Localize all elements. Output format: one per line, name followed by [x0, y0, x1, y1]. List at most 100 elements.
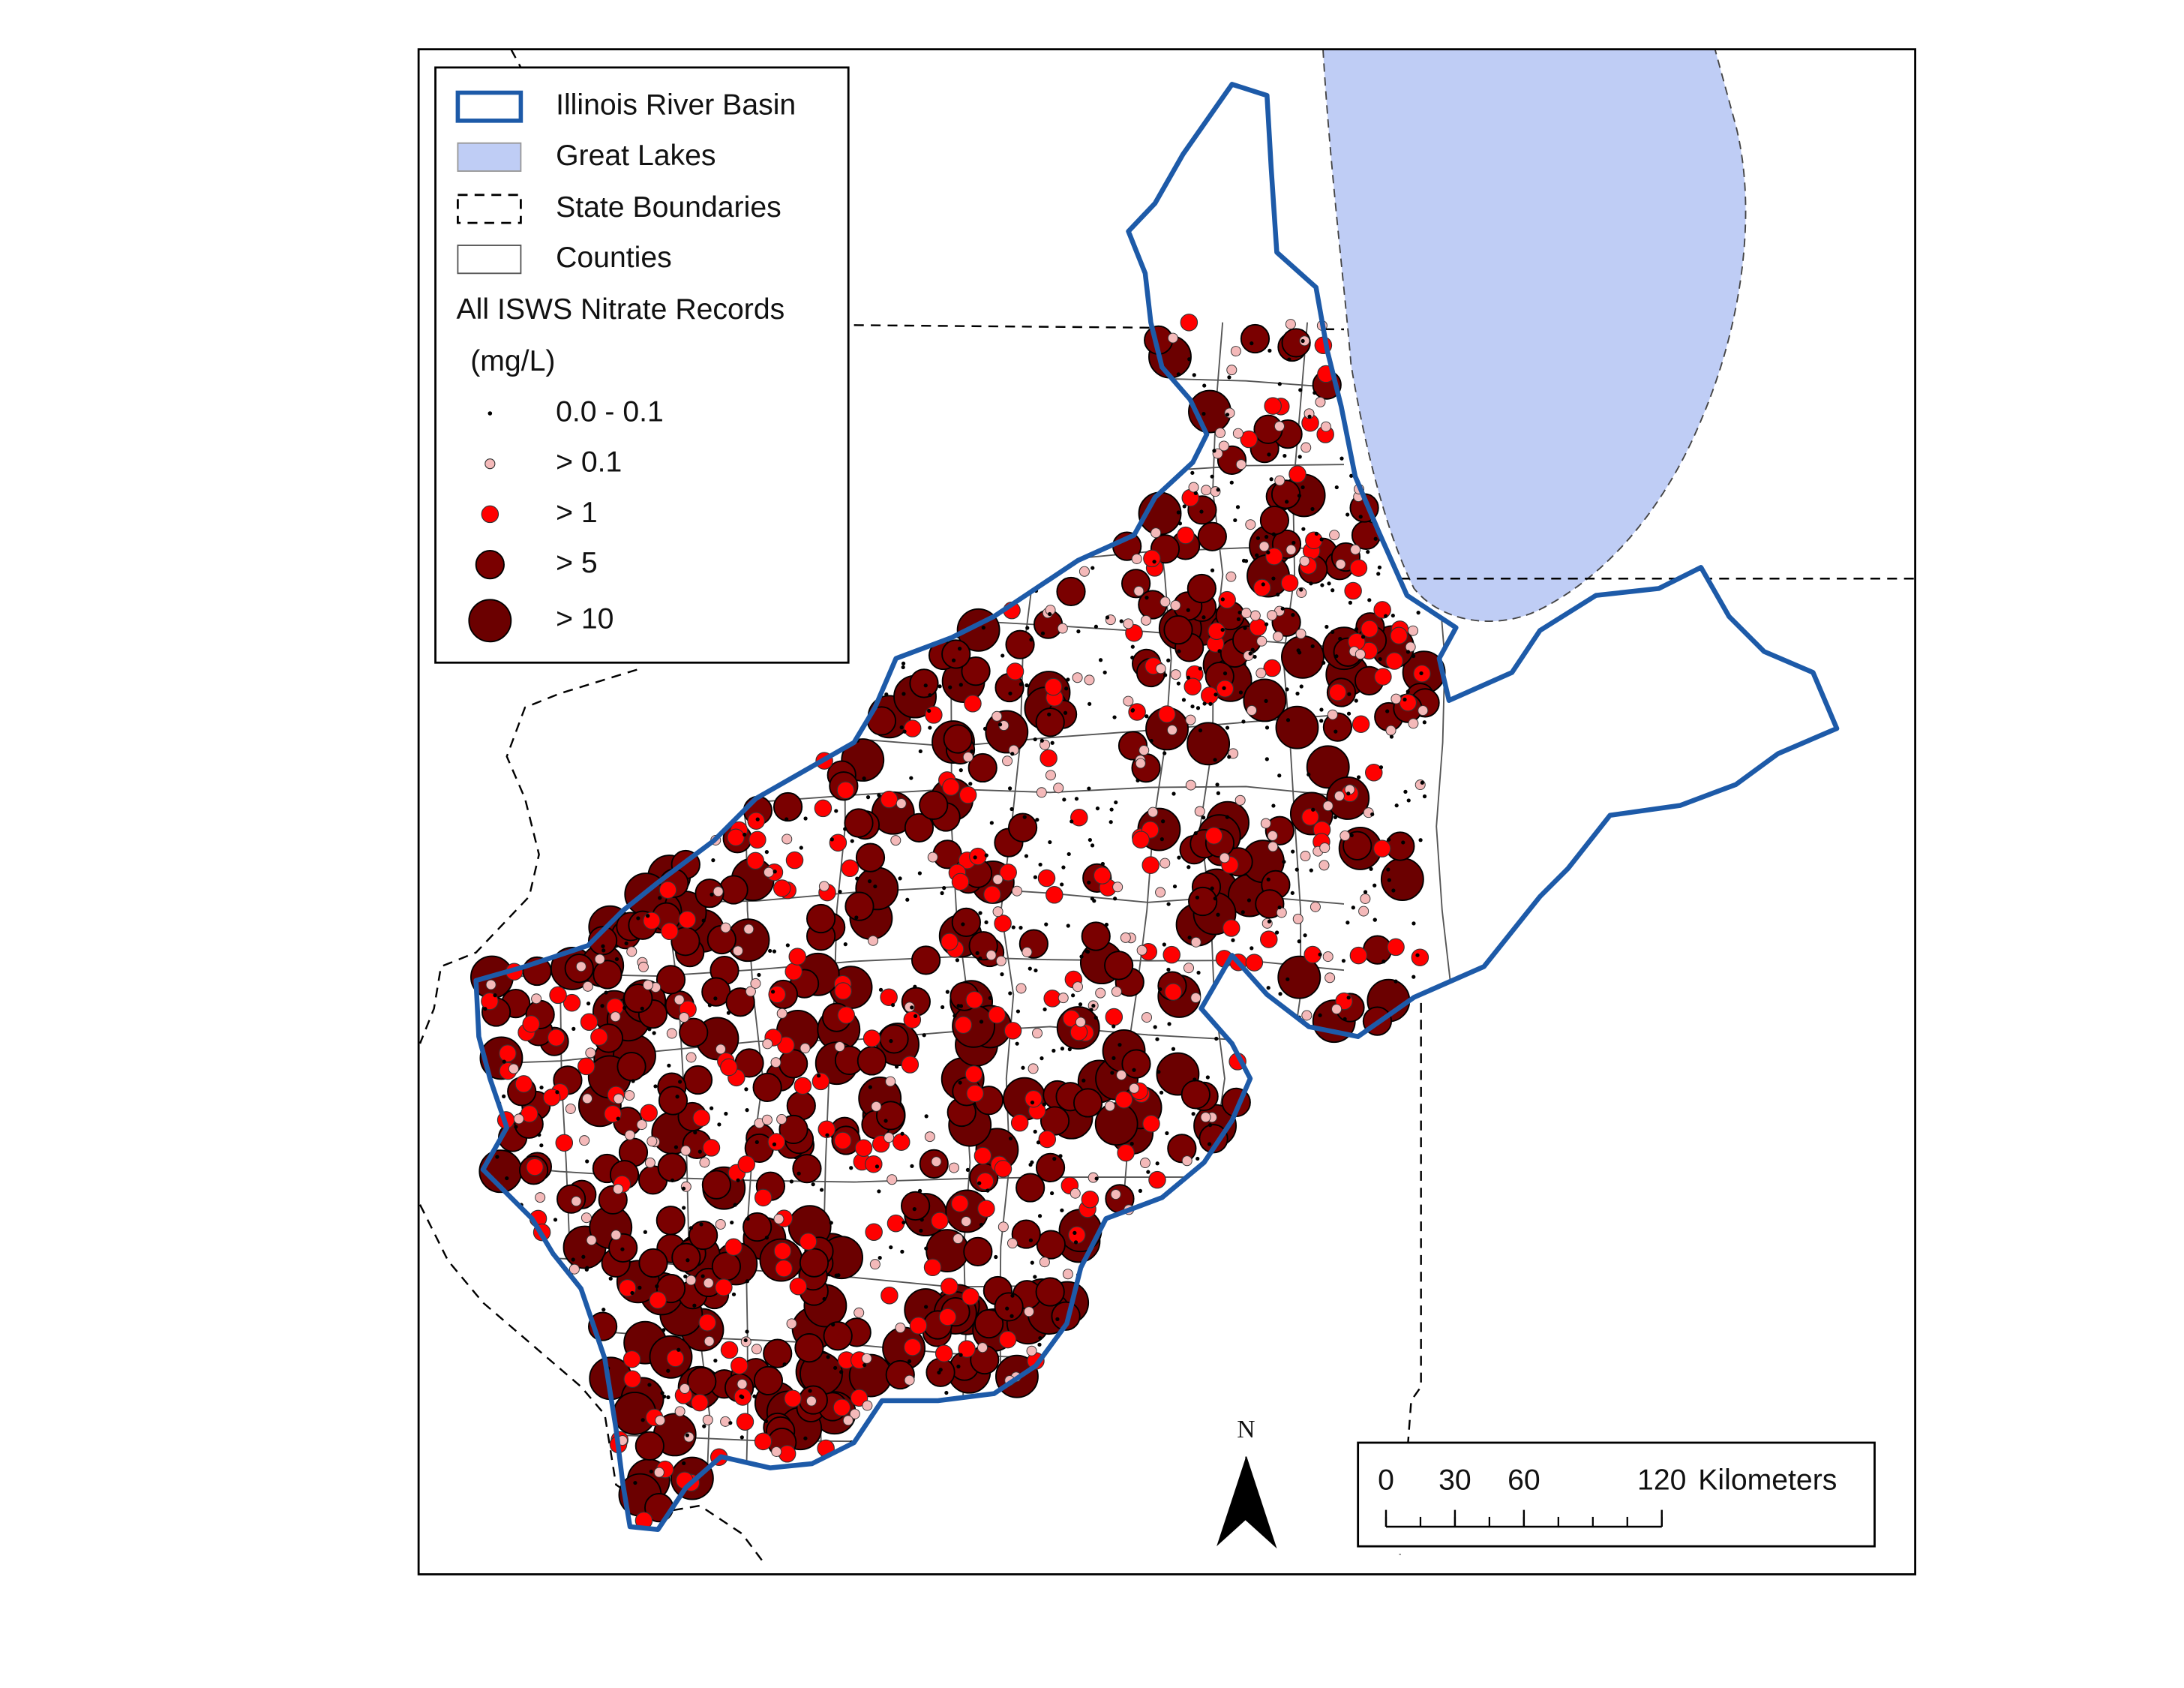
nitrate-record — [682, 1461, 686, 1466]
nitrate-record — [1341, 959, 1346, 963]
nitrate-record — [1320, 583, 1324, 587]
nitrate-record — [1060, 1208, 1064, 1212]
legend-symbol — [475, 550, 505, 580]
nitrate-record — [1005, 629, 1035, 659]
nitrate-record — [1334, 654, 1339, 659]
nitrate-record — [1258, 541, 1270, 552]
nitrate-record — [582, 1093, 593, 1104]
nitrate-record — [747, 812, 765, 830]
nitrate-record — [712, 886, 724, 897]
nitrate-record — [785, 943, 790, 948]
nitrate-record — [1066, 677, 1070, 682]
nitrate-record — [1274, 930, 1280, 935]
nitrate-record — [1042, 1007, 1047, 1012]
nitrate-record — [1087, 786, 1091, 791]
nitrate-record — [958, 1080, 962, 1085]
nitrate-record — [1162, 945, 1180, 964]
nitrate-record — [965, 1167, 970, 1172]
nitrate-record — [951, 907, 981, 937]
nitrate-record — [1387, 938, 1405, 957]
nitrate-record — [1363, 935, 1393, 965]
nitrate-record — [1198, 666, 1202, 671]
nitrate-record — [1240, 910, 1245, 915]
nitrate-record — [1196, 970, 1201, 975]
nitrate-record — [575, 961, 586, 972]
nitrate-record — [1346, 512, 1350, 517]
nitrate-record — [1006, 1238, 1018, 1249]
nitrate-record — [743, 1338, 748, 1343]
nitrate-record — [520, 1104, 538, 1123]
scale-bar-label: 30 — [1438, 1464, 1472, 1497]
nitrate-record — [1276, 592, 1280, 597]
nitrate-record — [1112, 882, 1124, 893]
nitrate-record — [957, 646, 962, 651]
nitrate-record — [1191, 1112, 1196, 1116]
nitrate-record — [1327, 581, 1331, 586]
nitrate-record — [1036, 1140, 1041, 1145]
nitrate-record — [1231, 938, 1235, 942]
nitrate-record — [1193, 491, 1198, 496]
nitrate-record — [1216, 912, 1220, 917]
nitrate-record — [1292, 913, 1304, 924]
nitrate-record — [1309, 868, 1313, 873]
nitrate-record — [1202, 701, 1207, 706]
nitrate-record — [1190, 470, 1195, 475]
nitrate-record — [1320, 421, 1331, 432]
nitrate-record — [1287, 357, 1292, 362]
nitrate-record — [1033, 1275, 1037, 1279]
nitrate-record — [938, 684, 942, 689]
nitrate-record — [772, 949, 777, 954]
nitrate-record — [634, 1431, 664, 1461]
nitrate-record — [1024, 854, 1029, 858]
nitrate-record — [1088, 837, 1092, 842]
nitrate-record — [1010, 1113, 1029, 1132]
nitrate-record — [1245, 519, 1256, 530]
nitrate-record — [1240, 323, 1270, 354]
nitrate-record — [1186, 722, 1231, 766]
nitrate-record — [698, 1149, 702, 1154]
nitrate-record — [923, 683, 928, 688]
nitrate-record — [1387, 878, 1391, 882]
nitrate-record — [958, 768, 963, 773]
nitrate-record — [1329, 530, 1340, 541]
nitrate-record — [772, 879, 791, 897]
legend-label: Counties — [556, 242, 672, 274]
nitrate-record — [1044, 922, 1048, 927]
nitrate-record — [1346, 711, 1352, 716]
nitrate-record — [485, 979, 496, 990]
nitrate-record — [1155, 663, 1166, 674]
nitrate-record — [979, 1020, 984, 1024]
nitrate-record — [1248, 651, 1252, 656]
nitrate-record — [693, 1130, 698, 1135]
nitrate-record — [1187, 357, 1192, 362]
nitrate-record — [1356, 775, 1361, 779]
nitrate-record — [1058, 1154, 1063, 1158]
nitrate-record — [862, 1400, 873, 1411]
nitrate-record — [1300, 442, 1312, 453]
nitrate-record — [1090, 566, 1095, 570]
nitrate-record — [778, 1444, 796, 1463]
nitrate-record — [904, 1374, 915, 1386]
nitrate-record — [666, 1028, 677, 1039]
nitrate-record — [803, 1436, 808, 1440]
nitrate-record — [764, 1236, 769, 1240]
nitrate-record — [907, 1359, 912, 1364]
nitrate-record — [866, 795, 871, 800]
nitrate-record — [919, 790, 949, 820]
nitrate-record — [1318, 1013, 1322, 1017]
nitrate-record — [1318, 952, 1322, 957]
nitrate-record — [969, 847, 987, 866]
scale-bar: 0 30 60 120 Kilometers — [1357, 1441, 1876, 1548]
nitrate-record — [901, 665, 905, 670]
nitrate-record — [1046, 885, 1064, 904]
nitrate-record — [1040, 738, 1044, 743]
nitrate-record — [623, 984, 653, 1014]
nitrate-record — [1163, 673, 1168, 677]
nitrate-record — [1050, 740, 1054, 745]
nitrate-record — [1301, 808, 1319, 826]
nitrate-record — [631, 1079, 635, 1083]
nitrate-record — [868, 935, 879, 946]
nitrate-record — [771, 1446, 782, 1457]
nitrate-record — [1066, 924, 1070, 928]
nitrate-record — [686, 1258, 690, 1263]
